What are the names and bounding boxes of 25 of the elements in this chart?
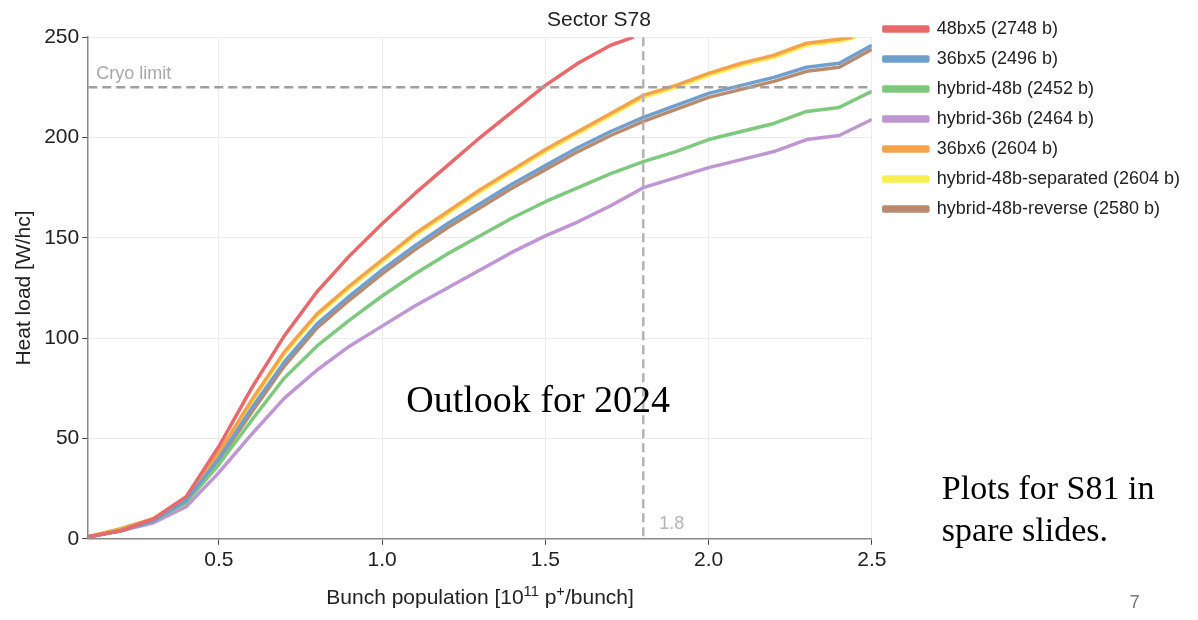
x-tick-label: 1.5	[530, 547, 560, 571]
y-tick-label: 150	[44, 224, 80, 248]
legend-label: hybrid-48b-separated (2604 b)	[936, 167, 1181, 188]
y-tick-label: 0	[67, 525, 80, 549]
legend-label: 36bx5 (2496 b)	[936, 47, 1058, 68]
annotation: Outlook for 2024	[406, 377, 671, 420]
legend-label: hybrid-48b (2452 b)	[936, 77, 1094, 98]
legend-label: hybrid-36b (2464 b)	[936, 107, 1094, 128]
legend-label: 48bx5 (2748 b)	[936, 17, 1058, 38]
x-tick-label: 2.0	[694, 547, 724, 571]
ref-line-label: Cryo limit	[96, 63, 172, 84]
x-tick-label: 1.0	[367, 547, 397, 571]
y-tick-label: 200	[44, 124, 80, 148]
x-tick-label: 0.5	[204, 547, 234, 571]
chart-title: Sector S78	[547, 7, 651, 31]
text: 7	[1129, 592, 1140, 612]
text: Plots for S81 in spare slides.	[941, 468, 1155, 548]
y-tick-label: 250	[44, 24, 80, 47]
ref-line-label: 1.8	[659, 512, 685, 533]
legend-label: 36bx6 (2604 b)	[936, 137, 1058, 158]
y-axis-title: Heat load [W/hc]	[11, 210, 35, 366]
legend-label: hybrid-48b-reverse (2580 b)	[936, 197, 1160, 218]
x-tick-label: 2.5	[857, 547, 887, 571]
y-tick-label: 50	[55, 425, 80, 449]
y-tick-label: 100	[44, 324, 80, 348]
